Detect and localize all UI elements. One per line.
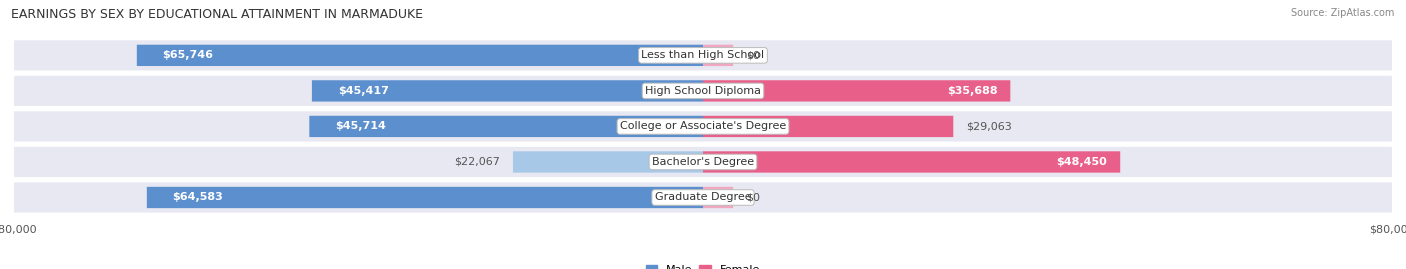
Text: EARNINGS BY SEX BY EDUCATIONAL ATTAINMENT IN MARMADUKE: EARNINGS BY SEX BY EDUCATIONAL ATTAINMEN… xyxy=(11,8,423,21)
FancyBboxPatch shape xyxy=(703,45,733,66)
Text: Bachelor's Degree: Bachelor's Degree xyxy=(652,157,754,167)
FancyBboxPatch shape xyxy=(14,182,1392,213)
FancyBboxPatch shape xyxy=(14,147,1392,177)
FancyBboxPatch shape xyxy=(513,151,703,173)
Text: Source: ZipAtlas.com: Source: ZipAtlas.com xyxy=(1291,8,1395,18)
Text: $29,063: $29,063 xyxy=(966,121,1012,132)
FancyBboxPatch shape xyxy=(703,151,1121,173)
FancyBboxPatch shape xyxy=(309,116,703,137)
FancyBboxPatch shape xyxy=(14,111,1392,141)
FancyBboxPatch shape xyxy=(703,187,733,208)
Text: $65,746: $65,746 xyxy=(163,50,214,60)
FancyBboxPatch shape xyxy=(703,116,953,137)
FancyBboxPatch shape xyxy=(146,187,703,208)
FancyBboxPatch shape xyxy=(14,76,1392,106)
Text: $45,714: $45,714 xyxy=(335,121,387,132)
Text: $0: $0 xyxy=(747,50,761,60)
Text: $64,583: $64,583 xyxy=(173,193,224,203)
FancyBboxPatch shape xyxy=(312,80,703,102)
Text: $35,688: $35,688 xyxy=(946,86,997,96)
FancyBboxPatch shape xyxy=(136,45,703,66)
Text: $48,450: $48,450 xyxy=(1056,157,1108,167)
Text: $45,417: $45,417 xyxy=(337,86,388,96)
FancyBboxPatch shape xyxy=(703,80,1011,102)
FancyBboxPatch shape xyxy=(14,40,1392,70)
Legend: Male, Female: Male, Female xyxy=(647,265,759,269)
Text: Less than High School: Less than High School xyxy=(641,50,765,60)
Text: College or Associate's Degree: College or Associate's Degree xyxy=(620,121,786,132)
Text: $0: $0 xyxy=(747,193,761,203)
Text: High School Diploma: High School Diploma xyxy=(645,86,761,96)
Text: $22,067: $22,067 xyxy=(454,157,501,167)
Text: Graduate Degree: Graduate Degree xyxy=(655,193,751,203)
